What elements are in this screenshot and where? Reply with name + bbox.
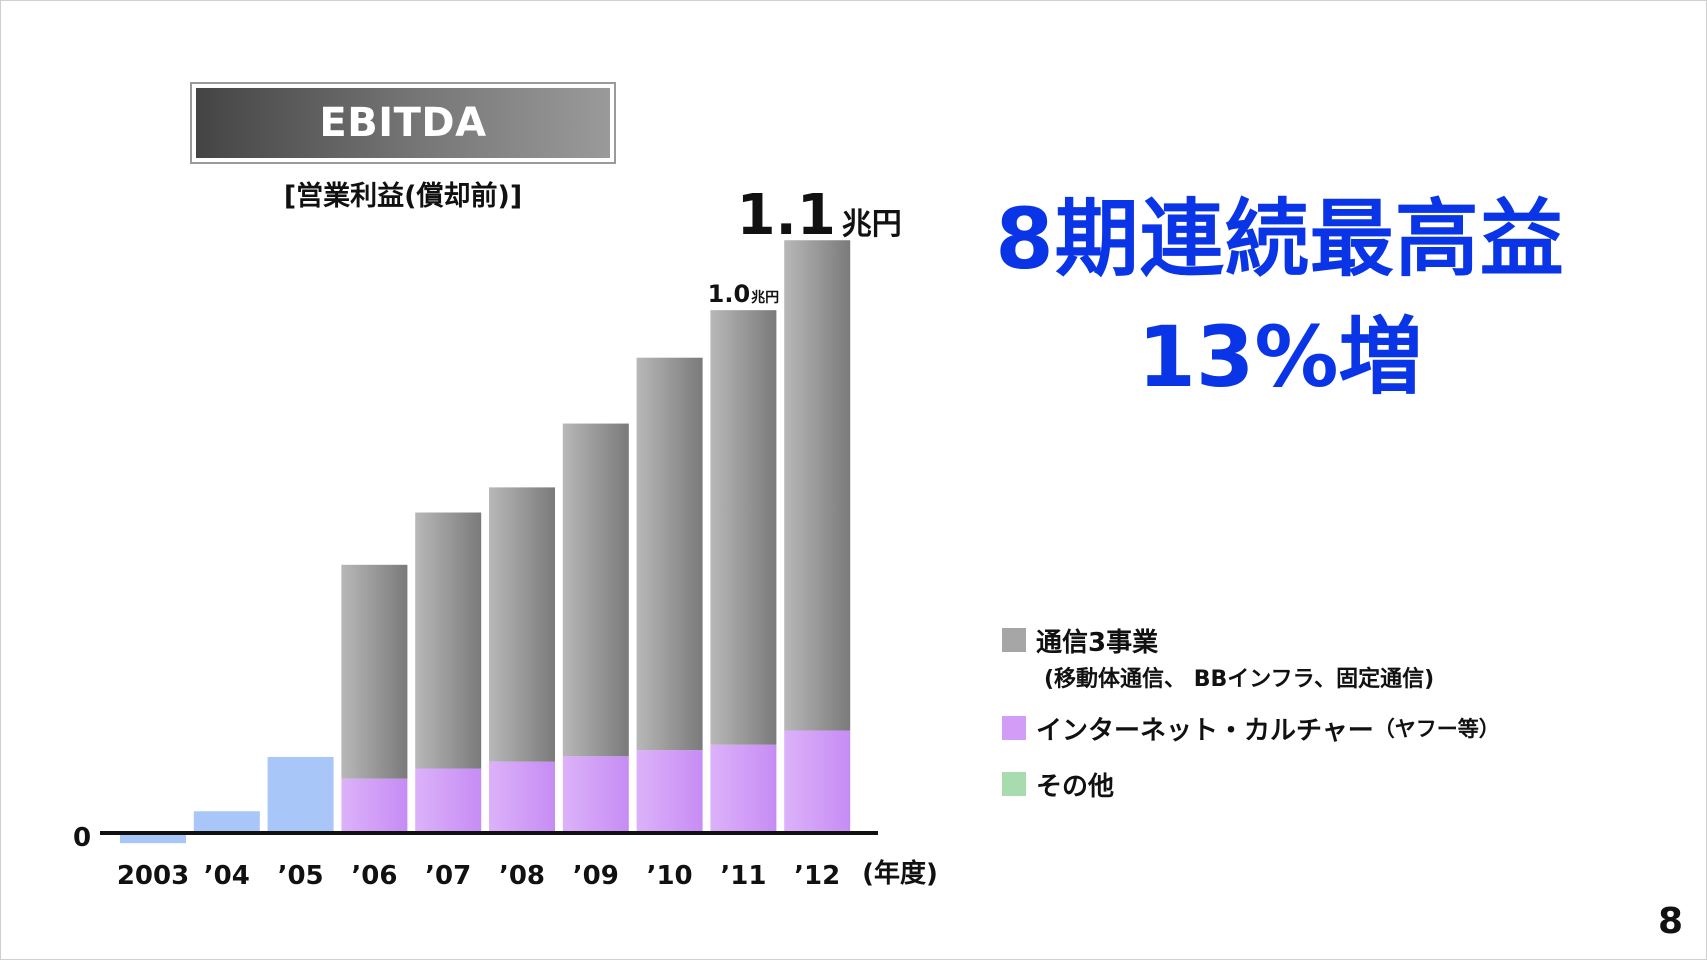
bar-telecom-7 [636, 357, 703, 751]
bar-total-label-9: 1.1 兆円 [737, 183, 902, 248]
legend-swatch-telecom [1002, 628, 1026, 652]
legend-small-internet: （ヤフー等） [1373, 717, 1500, 741]
bar-total-label-8: 1.0兆円 [708, 280, 780, 308]
x-tick-label-8: ’11 [720, 861, 766, 891]
chart-title: EBITDA [196, 88, 610, 158]
bar-internet-6 [562, 756, 629, 833]
bar-total-unit-9: 兆円 [842, 207, 902, 242]
bar-internet-4 [415, 768, 482, 833]
chart-subtitle: [営業利益(償却前)] [283, 181, 523, 212]
x-tick-label-2: ’05 [278, 861, 324, 891]
bar-internet-5 [489, 761, 555, 833]
legend-swatch-internet [1002, 716, 1026, 740]
x-tick-label-5: ’08 [499, 861, 545, 891]
x-axis-label: (年度) [862, 858, 938, 889]
bar-total-value-8: 1.0 [708, 280, 751, 308]
legend-swatch-other [1002, 772, 1026, 796]
legend-label-telecom: 通信3事業 [1036, 627, 1159, 658]
headline-line-2: 13%増 [1137, 308, 1423, 406]
x-tick-label-3: ’06 [351, 861, 397, 891]
bar-telecom-6 [562, 423, 629, 757]
legend-label-internet: インターネット・カルチャー [1036, 715, 1374, 746]
chart-legend: 通信3事業 (移動体通信、 BBインフラ、固定通信) インターネット・カルチャー… [1002, 625, 1500, 802]
headline-line-1: 8期連続最高益 [995, 190, 1565, 288]
legend-item-telecom: 通信3事業 [1002, 625, 1500, 658]
x-tick-label-7: ’10 [647, 861, 693, 891]
legend-item-other: その他 [1002, 769, 1500, 802]
page-number: 8 [1657, 901, 1683, 942]
headline: 8期連続最高益 13%増 [930, 180, 1630, 416]
bar-internet-3 [341, 778, 408, 833]
bar-total-2 [267, 756, 334, 833]
bar-total-value-9: 1.1 [737, 183, 836, 248]
bar-internet-8 [710, 744, 777, 833]
bar-telecom-3 [341, 564, 408, 779]
x-tick-label-4: ’07 [425, 861, 471, 891]
bar-telecom-8 [710, 310, 777, 745]
x-tick-label-6: ’09 [573, 861, 619, 891]
y-zero-label: 0 [73, 823, 91, 853]
legend-sublabel-telecom: (移動体通信、 BBインフラ、固定通信) [1044, 667, 1435, 692]
bar-telecom-4 [415, 512, 482, 769]
legend-label-other: その他 [1036, 771, 1115, 802]
legend-item-internet: インターネット・カルチャー （ヤフー等） [1002, 713, 1500, 746]
bar-internet-9 [784, 730, 851, 831]
bar-telecom-9 [784, 240, 851, 731]
bar-total-unit-8: 兆円 [751, 290, 779, 306]
bar-total-0 [120, 833, 186, 844]
bar-total-1 [193, 811, 260, 833]
bar-telecom-5 [489, 487, 555, 762]
x-tick-label-0: 2003 [117, 861, 189, 891]
x-tick-label-1: ’04 [204, 861, 250, 891]
x-tick-label-9: ’12 [794, 861, 840, 891]
chart-title-box: EBITDA [190, 82, 616, 164]
bar-internet-7 [636, 750, 703, 833]
